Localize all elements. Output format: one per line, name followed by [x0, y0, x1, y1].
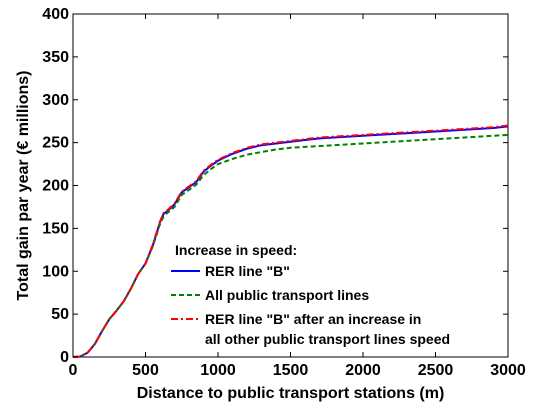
- y-tick-label: 400: [42, 6, 69, 23]
- y-tick-label: 0: [60, 349, 69, 366]
- legend-entry-2: All public transport lines: [205, 287, 369, 303]
- y-tick-label: 350: [42, 49, 69, 66]
- y-tick-label: 300: [42, 92, 69, 109]
- legend: Increase in speed: RER line "B" All public…: [171, 242, 450, 347]
- y-tick-label: 150: [42, 220, 69, 237]
- x-tick-label: 2500: [418, 362, 454, 379]
- y-tick-label: 200: [42, 178, 69, 195]
- x-tick-label: 3000: [490, 362, 526, 379]
- series-layer: [72, 124, 509, 358]
- x-tick-label: 1000: [200, 362, 236, 379]
- legend-entry-3: all other public transport lines speed: [205, 331, 450, 347]
- y-axis-label: Total gain par year (€ millions): [15, 71, 32, 301]
- x-tick-label: 1500: [273, 362, 309, 379]
- legend-title: Increase in speed:: [175, 242, 297, 258]
- y-tick-label: 50: [51, 306, 69, 323]
- tick-layer: 0 500 1000 1500 2000 2500 3000 0 50 100 150 200 250 3…: [42, 6, 526, 379]
- legend-entry-1: RER line "B": [205, 263, 290, 279]
- x-tick-label: 500: [132, 362, 159, 379]
- series-line-3: [72, 124, 509, 358]
- y-tick-label: 100: [42, 263, 69, 280]
- x-axis-label: Distance to public transport stations (m…: [137, 385, 445, 402]
- x-tick-label: 2000: [345, 362, 381, 379]
- legend-entry-3: RER line "B" after an increase in: [205, 311, 421, 327]
- y-tick-label: 250: [42, 135, 69, 152]
- plot-area: 0 500 1000 1500 2000 2500 3000 0 50 100 150 200 250 3…: [42, 6, 526, 379]
- x-tick-label: 0: [69, 362, 78, 379]
